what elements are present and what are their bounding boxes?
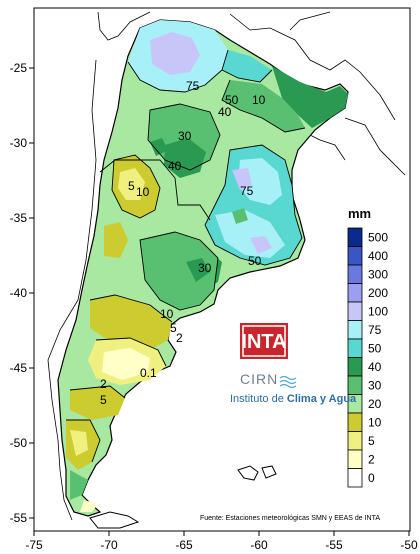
legend-label: 100 [368, 304, 388, 318]
x-tick-label: -65 [175, 538, 193, 552]
contour-label: 0.1 [140, 366, 157, 380]
x-axis [33, 531, 410, 536]
cirn-logo: CIRN [240, 371, 297, 389]
legend-label: 5 [368, 434, 375, 448]
legend-label: 500 [368, 230, 388, 244]
contour-label: 10 [136, 185, 150, 199]
water-waves-icon [279, 375, 297, 389]
y-tick-label: -55 [10, 511, 28, 525]
contour-label: 50 [248, 254, 262, 268]
y-tick-label: -40 [10, 286, 28, 300]
legend-label: 40 [368, 360, 382, 374]
contour-label: 10 [252, 93, 266, 107]
institute-bold: Clima y Agua [287, 393, 357, 405]
legend-swatch [347, 320, 363, 340]
legend-label: 300 [368, 267, 388, 281]
legend-label: 10 [368, 415, 382, 429]
institute-prefix: Instituto de [230, 393, 287, 405]
contour-label: 2 [100, 377, 107, 391]
contour-label: 50 [225, 93, 239, 107]
source-note: Fuente: Estaciones meteorológicas SMN y … [200, 515, 380, 522]
neighbor-borders [47, 11, 406, 521]
legend-label: 2 [368, 452, 375, 466]
legend-swatch [347, 468, 363, 488]
legend-swatch [347, 283, 363, 303]
x-tick-label: -75 [25, 538, 43, 552]
y-tick-label: -45 [10, 361, 28, 375]
y-tick-label: -25 [10, 61, 28, 75]
institute-name: Instituto de Clima y Agua [230, 393, 357, 405]
legend-swatch [347, 449, 363, 469]
contour-label: 30 [198, 261, 212, 275]
legend-label: 0 [368, 471, 375, 485]
precipitation-fill [57, 19, 349, 517]
tierra-del-fuego [89, 511, 140, 529]
contour-label: 10 [160, 307, 174, 321]
cirn-text: CIRN [240, 371, 278, 387]
legend-label: 20 [368, 397, 382, 411]
y-axis [29, 67, 34, 519]
contour-label: 40 [218, 105, 232, 119]
x-tick-label: -55 [325, 538, 343, 552]
contour-label: 2 [176, 331, 183, 345]
legend-unit: mm [348, 206, 371, 221]
y-axis-labels: -25 -30 -35 -40 -45 -50 -55 [10, 61, 28, 525]
y-tick-label: -50 [10, 436, 28, 450]
inta-logo: INTA [240, 323, 288, 359]
legend-swatch [347, 375, 363, 395]
legend-swatch [347, 412, 363, 432]
contour-label: 75 [186, 79, 200, 93]
legend-swatch [347, 357, 363, 377]
legend-swatch [347, 246, 363, 266]
legend-swatch [347, 227, 363, 247]
contour-label: 75 [240, 184, 254, 198]
y-tick-label: -30 [10, 136, 28, 150]
contour-label: 5 [170, 321, 177, 335]
legend-label: 30 [368, 378, 382, 392]
inta-logo-inner [242, 325, 286, 357]
x-tick-label: -60 [250, 538, 268, 552]
x-tick-label: -70 [100, 538, 118, 552]
legend-swatch [347, 264, 363, 284]
contour-labels: 75 50 40 10 30 40 5 10 75 50 30 10 5 0.1… [100, 79, 266, 407]
x-axis-labels: -75 -70 -65 -60 -55 -50 [25, 538, 418, 552]
inta-logo-text: INTA [241, 331, 286, 353]
legend-label: 400 [368, 249, 388, 263]
legend-label: 200 [368, 286, 388, 300]
contour-label: 5 [100, 393, 107, 407]
inta-logo-box [240, 323, 288, 359]
contour-label: 30 [178, 129, 192, 143]
contour-label: 40 [168, 159, 182, 173]
contour-lines [66, 49, 306, 463]
legend-label: 50 [368, 341, 382, 355]
contour-label: 5 [128, 179, 135, 193]
legend-label: 75 [368, 323, 382, 337]
x-tick-label: -50 [400, 538, 418, 552]
legend-swatch [347, 338, 363, 358]
malvinas-islands [237, 465, 277, 481]
y-tick-label: -35 [10, 211, 28, 225]
legend-swatch [347, 431, 363, 451]
legend-swatch [347, 301, 363, 321]
